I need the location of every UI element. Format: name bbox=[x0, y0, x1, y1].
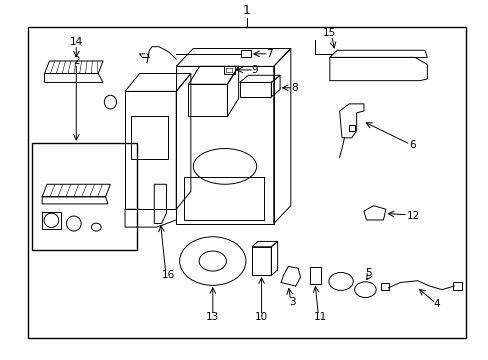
Text: 8: 8 bbox=[290, 83, 297, 93]
Bar bbox=[240, 50, 251, 58]
Text: 2: 2 bbox=[73, 56, 80, 66]
Text: 7: 7 bbox=[266, 49, 272, 59]
Bar bbox=[27, 27, 466, 338]
Text: 10: 10 bbox=[254, 312, 267, 322]
Text: 9: 9 bbox=[251, 65, 258, 75]
Text: 13: 13 bbox=[206, 312, 219, 322]
Text: 1: 1 bbox=[243, 4, 250, 17]
Bar bbox=[224, 66, 234, 73]
Bar bbox=[310, 267, 321, 284]
Text: 15: 15 bbox=[323, 28, 336, 38]
Text: 11: 11 bbox=[313, 312, 326, 322]
Bar bbox=[183, 177, 264, 220]
Text: 5: 5 bbox=[365, 268, 371, 278]
Text: 16: 16 bbox=[162, 270, 175, 280]
Bar bbox=[348, 125, 354, 131]
Bar bbox=[42, 212, 61, 229]
Bar bbox=[452, 282, 461, 290]
Bar bbox=[226, 68, 232, 72]
Text: 3: 3 bbox=[288, 297, 295, 307]
Text: 6: 6 bbox=[408, 140, 415, 150]
Bar bbox=[188, 84, 227, 116]
Text: 12: 12 bbox=[406, 211, 419, 221]
Bar bbox=[380, 283, 388, 290]
Text: 4: 4 bbox=[433, 299, 440, 309]
Bar bbox=[131, 116, 167, 159]
Bar bbox=[32, 143, 137, 250]
Text: 14: 14 bbox=[69, 37, 83, 47]
